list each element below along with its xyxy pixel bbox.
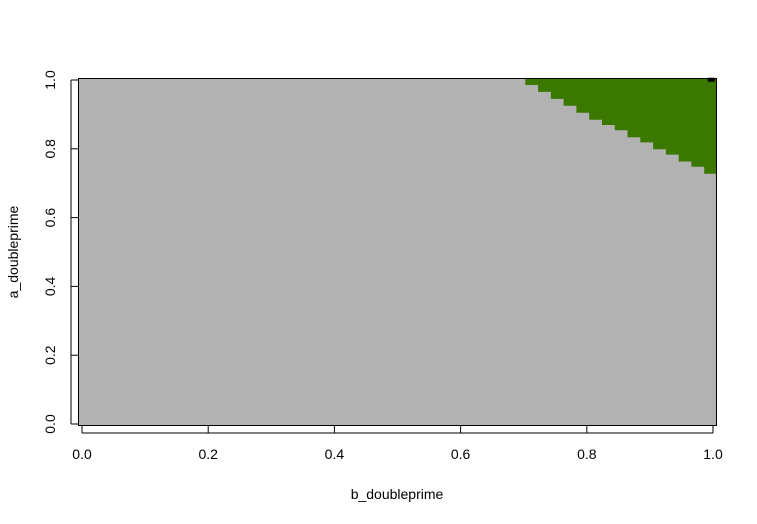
region-0 <box>515 78 717 179</box>
y-tick-label: 0.0 <box>42 414 58 434</box>
y-tick-label: 1.0 <box>42 70 58 90</box>
x-tick-label: 1.0 <box>703 446 723 462</box>
x-tick-label: 0.2 <box>198 446 218 462</box>
plot-frame <box>78 78 717 426</box>
plot-background <box>78 78 717 426</box>
x-tick-label: 0.8 <box>577 446 597 462</box>
y-tick-label: 0.4 <box>42 276 58 296</box>
y-tick-label: 0.8 <box>42 139 58 159</box>
x-axis-title: b_doubleprime <box>351 486 444 502</box>
y-tick-label: 0.6 <box>42 208 58 228</box>
region-layer <box>515 78 717 179</box>
x-axis: 0.0 0.2 0.4 0.6 0.8 1.0 <box>72 426 723 462</box>
y-axis: 0.0 0.2 0.4 0.6 0.8 1.0 <box>42 70 78 434</box>
y-tick-label: 0.2 <box>42 345 58 365</box>
x-tick-label: 0.6 <box>451 446 471 462</box>
corner-cell <box>707 77 715 82</box>
x-tick-label: 0.4 <box>325 446 345 462</box>
x-tick-label: 0.0 <box>72 446 92 462</box>
y-axis-title: a_doubleprime <box>5 205 21 298</box>
